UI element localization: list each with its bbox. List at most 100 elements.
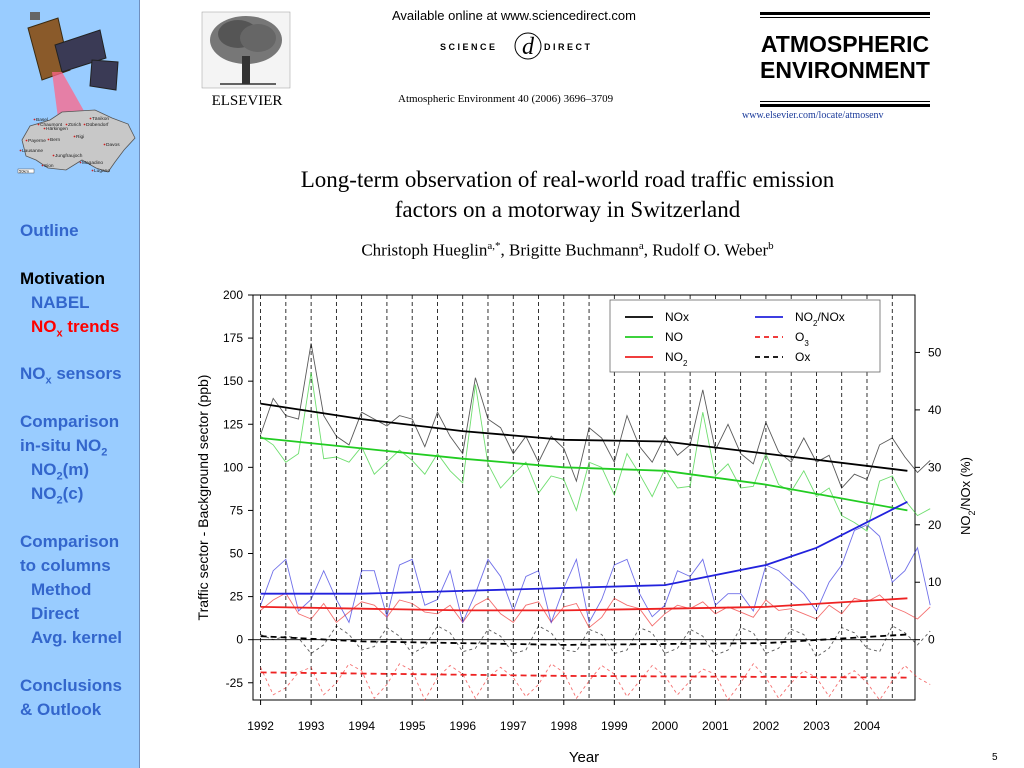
switzerland-map [21, 109, 136, 173]
nav-no2m[interactable]: NO2(m) [31, 460, 90, 483]
raw-series-ox [260, 625, 931, 658]
map-station-dot [19, 149, 22, 152]
x-tick-label: 2002 [753, 719, 780, 733]
y-axis-label: Traffic sector - Background sector (ppb) [195, 375, 211, 621]
nav-nox-sensors[interactable]: NOx sensors [20, 364, 122, 387]
nav-comparison-columns[interactable]: Comparison to columns [20, 532, 120, 575]
y2-tick-label: 20 [928, 518, 942, 532]
map-station-dot [25, 139, 28, 142]
journal-title-logo: ATMOSPHERIC ENVIRONMENT [760, 12, 930, 107]
emission-trend-chart: -250255075100125150175200010203040501992… [195, 288, 977, 766]
nav-direct[interactable]: Direct [31, 604, 80, 623]
map-station-label: Jungfraujoch [55, 153, 83, 159]
nav-nox-trends[interactable]: NOx trends [31, 317, 120, 340]
x-tick-label: 2001 [702, 719, 729, 733]
map-station-dot [43, 127, 46, 130]
satellite-icon [27, 12, 119, 91]
x-tick-label: 1994 [348, 719, 375, 733]
map-station-dot [89, 117, 92, 120]
map-station-dot [91, 169, 94, 172]
nav-motivation[interactable]: Motivation [20, 269, 105, 288]
y2-tick-label: 40 [928, 403, 942, 417]
journal-url[interactable]: www.elsevier.com/locate/atmosenv [742, 110, 884, 121]
map-station-dot [79, 161, 82, 164]
sensor-beam [52, 72, 88, 118]
elsevier-logo: ELSEVIER [201, 11, 291, 109]
map-scale: 50km [19, 169, 29, 174]
map-station-dot [73, 135, 76, 138]
trend-series-no [260, 437, 908, 512]
map-station-label: Basel [36, 117, 48, 123]
sd-logo-right: DIRECT [544, 42, 593, 52]
legend-label: O3 [795, 330, 809, 348]
page-number: 5 [992, 752, 998, 763]
y-tick-label: 200 [223, 288, 243, 302]
trend-series-no2 [260, 597, 908, 612]
y2-tick-label: 30 [928, 460, 942, 474]
y-tick-label: 50 [230, 547, 244, 561]
sd-logo-left: SCIENCE [440, 42, 498, 52]
trend-series-o3 [260, 671, 908, 679]
raw-series-no2 [260, 592, 931, 629]
nav-method[interactable]: Method [31, 580, 92, 599]
x-tick-label: 1993 [298, 719, 325, 733]
x-tick-label: 1997 [500, 719, 527, 733]
journal-title-line1: ATMOSPHERIC [761, 31, 929, 57]
y-tick-label: 125 [223, 417, 243, 431]
nav-nabel[interactable]: NABEL [31, 293, 90, 312]
raw-series-nox [260, 343, 931, 489]
map-station-label: Magadino [82, 160, 103, 166]
y-tick-label: 150 [223, 374, 243, 388]
trend-series-no2-nox [260, 500, 908, 595]
y2-axis-label: NO2/NOx (%) [958, 457, 977, 535]
map-station-dot [83, 123, 86, 126]
map-station-label: Bern [50, 137, 60, 143]
y-tick-label: -25 [226, 676, 244, 690]
legend-label: Ox [795, 350, 810, 364]
tree-icon [210, 16, 282, 85]
map-station-label: Härkingen [46, 126, 68, 132]
map-station-label: Dübendorf [86, 122, 109, 128]
map-station-dot [41, 164, 44, 167]
map-station-label: Chaumont [40, 122, 63, 128]
x-tick-label: 1998 [550, 719, 577, 733]
journal-title-line2: ENVIRONMENT [760, 57, 930, 83]
publisher-name: ELSEVIER [212, 93, 283, 109]
map-station-label: Sion [44, 163, 54, 169]
nav-no2c[interactable]: NO2(c) [31, 484, 84, 507]
journal-citation: Atmospheric Environment 40 (2006) 3696–3… [398, 93, 614, 105]
y-tick-label: 0 [236, 633, 243, 647]
map-station-label: Lugano [94, 168, 110, 174]
x-tick-label: 1996 [449, 719, 476, 733]
sciencedirect-availability: Available online at www.sciencedirect.co… [392, 8, 636, 23]
map-station-dot [47, 138, 50, 141]
map-station-label: Lausanne [22, 148, 43, 154]
nav-outline[interactable]: Outline [20, 221, 79, 240]
map-station-dot [33, 118, 36, 121]
x-axis-label: Year [569, 749, 599, 766]
y2-tick-label: 10 [928, 575, 942, 589]
map-station-label: Rigi [76, 134, 84, 140]
map-station-dot [65, 123, 68, 126]
y-tick-label: 175 [223, 331, 243, 345]
y2-tick-label: 0 [928, 633, 935, 647]
legend-label: NO2/NOx [795, 310, 845, 328]
nav-comparison-insitu[interactable]: Comparison in-situ NO2 [20, 412, 120, 459]
map-station-label: Payerne [28, 138, 46, 144]
nav-conclusions[interactable]: Conclusions & Outlook [20, 676, 123, 719]
y-tick-label: 25 [230, 590, 244, 604]
map-station-label: Tänikon [92, 116, 109, 122]
legend-box [609, 299, 881, 373]
nav-avg-kernel[interactable]: Avg. kernel [31, 628, 123, 647]
trend-series-ox [260, 633, 908, 646]
map-station-dot [103, 143, 106, 146]
plot-frame [252, 294, 916, 701]
x-tick-label: 1992 [247, 719, 274, 733]
legend-label: NOx [665, 310, 689, 324]
raw-series-no [260, 372, 931, 532]
x-tick-label: 2000 [652, 719, 679, 733]
map-station-label: Zürich [68, 122, 82, 128]
y-tick-label: 75 [230, 503, 244, 517]
x-tick-label: 2003 [803, 719, 830, 733]
